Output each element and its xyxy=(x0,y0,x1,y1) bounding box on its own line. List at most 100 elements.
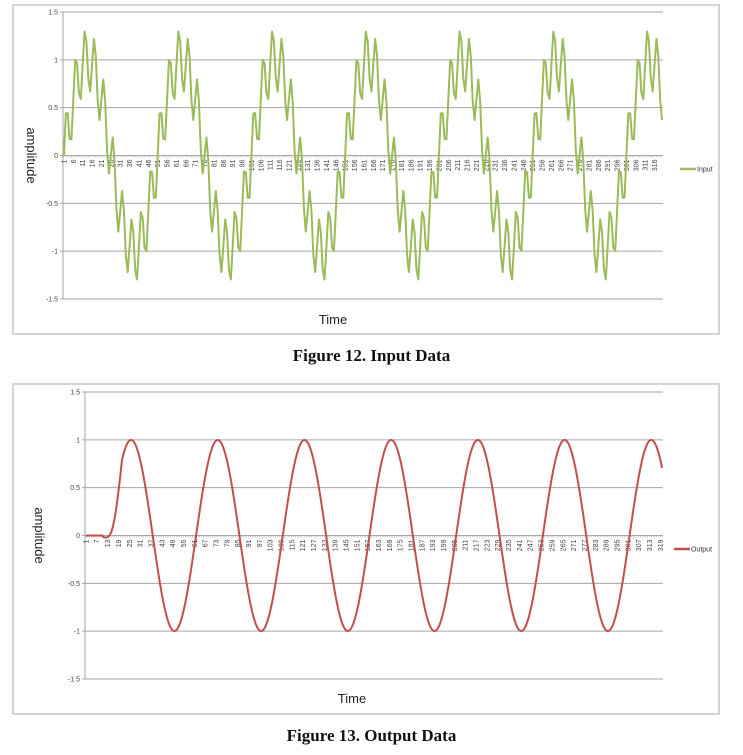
x-tick-label: 271 xyxy=(571,539,578,551)
y-tick-label: 1.5 xyxy=(48,10,58,17)
y-tick-label: -0.5 xyxy=(68,581,80,588)
x-tick-label: 25 xyxy=(127,539,134,547)
y-tick-label: -1.5 xyxy=(46,297,58,304)
x-tick-label: 259 xyxy=(549,539,556,551)
x-tick-label: 277 xyxy=(582,539,589,551)
x-tick-label: 151 xyxy=(343,159,350,171)
y-tick-label: -1 xyxy=(74,629,80,636)
x-tick-label: 201 xyxy=(436,159,443,171)
x-tick-label: 271 xyxy=(568,159,575,171)
x-tick-label: 136 xyxy=(315,159,322,171)
x-tick-label: 216 xyxy=(465,159,472,171)
x-tick-label: 247 xyxy=(528,539,535,551)
x-tick-label: 11 xyxy=(80,159,87,166)
x-tick-label: 313 xyxy=(647,539,654,551)
y-tick-label: 1.5 xyxy=(70,390,80,397)
x-tick-label: 296 xyxy=(615,159,622,171)
x-tick-label: 306 xyxy=(633,159,640,171)
x-tick-label: 37 xyxy=(148,539,155,547)
x-tick-label: 103 xyxy=(268,539,275,551)
x-tick-label: 235 xyxy=(506,539,513,551)
x-tick-label: 7 xyxy=(94,539,101,543)
x-tick-label: 51 xyxy=(155,159,162,167)
x-tick-label: 316 xyxy=(652,159,659,171)
x-tick-label: 283 xyxy=(593,539,600,551)
x-tick-label: 46 xyxy=(146,159,153,167)
x-tick-label: 229 xyxy=(495,539,502,551)
x-tick-label: 85 xyxy=(235,539,242,547)
x-tick-label: 251 xyxy=(530,159,537,171)
y-tick-label: -0.5 xyxy=(46,201,58,208)
x-tick-label: 261 xyxy=(549,159,556,171)
x-tick-label: 31 xyxy=(138,539,145,547)
x-tick-label: 223 xyxy=(484,539,491,551)
x-tick-label: 241 xyxy=(517,539,524,551)
x-tick-label: 55 xyxy=(181,539,188,547)
x-tick-label: 96 xyxy=(240,159,247,167)
x-tick-label: 221 xyxy=(474,159,481,171)
x-tick-label: 146 xyxy=(333,159,340,171)
x-tick-label: 176 xyxy=(390,159,397,171)
x-tick-label: 217 xyxy=(474,539,481,551)
x-tick-label: 265 xyxy=(560,539,567,551)
x-tick-label: 26 xyxy=(108,159,115,167)
figure-13-caption: Figure 13. Output Data xyxy=(286,726,457,745)
x-tick-label: 79 xyxy=(224,539,231,547)
x-tick-label: 1 xyxy=(61,159,68,163)
input-series-line xyxy=(62,30,664,281)
y-tick-label: 0.5 xyxy=(70,485,80,492)
x-tick-label: 61 xyxy=(174,159,181,167)
x-tick-label: 67 xyxy=(203,539,210,547)
y-tick-label: 0 xyxy=(76,533,80,540)
figure-12-caption: Figure 12. Input Data xyxy=(292,346,451,365)
x-tick-label: 161 xyxy=(361,159,368,171)
x-tick-label: 127 xyxy=(311,539,318,551)
x-tick-label: 171 xyxy=(380,159,387,171)
x-tick-label: 91 xyxy=(230,159,237,167)
x-tick-label: 181 xyxy=(409,539,416,551)
x-axis-title: Time xyxy=(338,691,366,706)
legend-label: Input xyxy=(697,167,713,174)
x-tick-label: 289 xyxy=(604,539,611,551)
x-tick-label: 19 xyxy=(116,539,123,547)
x-tick-label: 41 xyxy=(136,159,143,167)
x-tick-label: 101 xyxy=(249,159,256,171)
x-tick-label: 13 xyxy=(105,539,112,547)
y-tick-label: 1 xyxy=(76,437,80,444)
x-tick-label: 86 xyxy=(221,159,228,167)
input-chart: 1.510.50-0.5-1-1.51 6 11 16 21 26 31 36 41 46 51 56… xyxy=(24,10,713,328)
x-tick-label: 111 xyxy=(268,159,275,170)
x-tick-label: 116 xyxy=(277,159,284,170)
x-tick-label: 43 xyxy=(159,539,166,547)
x-tick-label: 131 xyxy=(305,159,312,171)
x-tick-label: 241 xyxy=(511,159,518,171)
x-tick-label: 186 xyxy=(408,159,415,171)
y-tick-label: 1 xyxy=(54,57,58,64)
x-tick-label: 196 xyxy=(427,159,434,171)
x-tick-label: 319 xyxy=(658,539,665,551)
x-tick-label: 6 xyxy=(71,159,78,163)
x-tick-label: 31 xyxy=(118,159,125,167)
x-tick-label: 139 xyxy=(333,539,340,551)
x-tick-label: 81 xyxy=(211,159,218,167)
y-axis-title: amplitude xyxy=(24,127,39,183)
x-tick-label: 166 xyxy=(371,159,378,171)
x-tick-label: 97 xyxy=(257,539,264,547)
x-tick-label: 295 xyxy=(614,539,621,551)
x-tick-label: 291 xyxy=(605,159,612,171)
y-tick-label: -1 xyxy=(52,249,58,256)
x-tick-label: 49 xyxy=(170,539,177,547)
x-tick-label: 169 xyxy=(387,539,394,551)
x-tick-label: 191 xyxy=(418,159,425,171)
x-tick-label: 36 xyxy=(127,159,134,167)
x-tick-label: 106 xyxy=(258,159,265,171)
x-tick-label: 71 xyxy=(193,159,200,167)
x-tick-label: 73 xyxy=(213,539,220,547)
x-tick-label: 193 xyxy=(430,539,437,551)
x-tick-label: 76 xyxy=(202,159,209,167)
x-tick-label: 163 xyxy=(376,539,383,551)
legend-label: Output xyxy=(691,547,712,554)
x-tick-label: 187 xyxy=(419,539,426,551)
x-tick-label: 266 xyxy=(558,159,565,171)
